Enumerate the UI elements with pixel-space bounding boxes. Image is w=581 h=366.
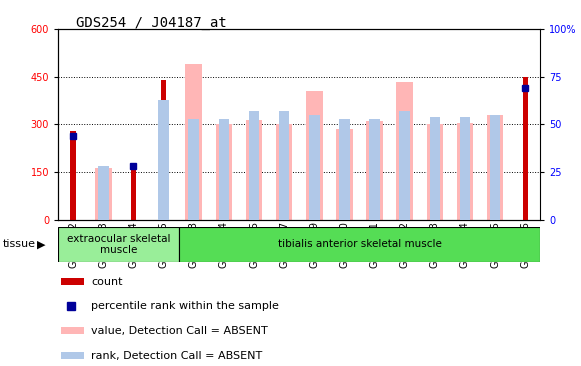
Bar <box>95 168 112 220</box>
Bar <box>161 80 166 220</box>
Bar <box>306 91 322 220</box>
Text: extraocular skeletal
muscle: extraocular skeletal muscle <box>67 234 170 255</box>
Bar <box>339 119 350 220</box>
Bar <box>98 166 109 220</box>
Bar <box>366 121 383 220</box>
Bar <box>396 82 413 220</box>
Text: count: count <box>91 276 123 287</box>
Text: GDS254 / J04187_at: GDS254 / J04187_at <box>76 16 226 30</box>
Bar <box>370 119 380 220</box>
Bar <box>188 119 199 220</box>
Bar <box>60 328 84 335</box>
Bar <box>426 124 443 220</box>
Bar <box>218 119 229 220</box>
Bar <box>336 129 353 220</box>
Bar <box>522 77 528 220</box>
Text: ▶: ▶ <box>37 239 45 250</box>
Bar <box>279 111 289 220</box>
Bar <box>70 131 76 220</box>
Bar <box>60 352 84 359</box>
Text: value, Detection Call = ABSENT: value, Detection Call = ABSENT <box>91 326 268 336</box>
Bar <box>249 111 259 220</box>
Bar <box>246 120 262 220</box>
Bar <box>487 115 503 220</box>
Bar <box>457 123 474 220</box>
Text: percentile rank within the sample: percentile rank within the sample <box>91 301 279 311</box>
Bar <box>131 169 136 220</box>
Bar <box>309 115 320 220</box>
Bar <box>399 111 410 220</box>
Bar <box>276 124 292 220</box>
Bar <box>58 227 178 262</box>
Bar <box>60 278 84 285</box>
Text: tibialis anterior skeletal muscle: tibialis anterior skeletal muscle <box>278 239 442 249</box>
Bar <box>178 227 540 262</box>
Bar <box>158 100 169 220</box>
Bar <box>460 117 470 220</box>
Bar <box>429 117 440 220</box>
Bar <box>490 115 500 220</box>
Bar <box>185 64 202 220</box>
Bar <box>216 124 232 220</box>
Text: tissue: tissue <box>3 239 36 250</box>
Text: rank, Detection Call = ABSENT: rank, Detection Call = ABSENT <box>91 351 263 361</box>
